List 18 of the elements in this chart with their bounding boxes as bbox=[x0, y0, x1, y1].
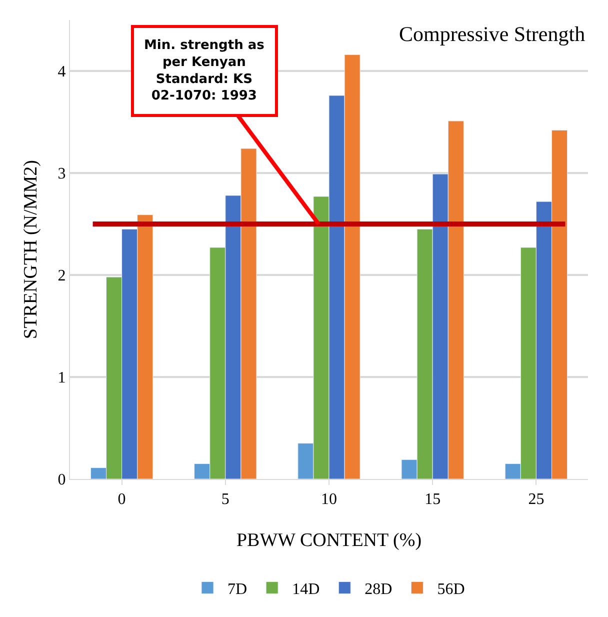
y-tick-label: 0 bbox=[58, 472, 66, 489]
x-tick-label: 25 bbox=[528, 491, 544, 508]
y-tick-label: 3 bbox=[58, 166, 66, 183]
legend-label: 56D bbox=[437, 580, 465, 598]
y-tick-label: 4 bbox=[58, 64, 66, 81]
x-tick-label: 5 bbox=[221, 491, 230, 508]
legend-label: 28D bbox=[364, 580, 392, 598]
x-tick-label: 0 bbox=[118, 491, 126, 508]
legend-label: 7D bbox=[228, 580, 248, 598]
y-tick-label: 1 bbox=[58, 370, 66, 387]
y-tick-label: 2 bbox=[58, 268, 66, 285]
x-tick-label: 15 bbox=[424, 491, 441, 508]
y-axis-title: STRENGTH (N/MM2) bbox=[20, 160, 42, 339]
ref-line-label: Min. strength as per Kenyan Standard: KS 02-1070: 1993 bbox=[144, 38, 265, 104]
legend-label: 14D bbox=[292, 580, 320, 598]
x-tick-label: 10 bbox=[321, 491, 337, 508]
chart-title: Compressive Strength bbox=[399, 22, 586, 46]
x-axis-title: PBWW CONTENT (%) bbox=[236, 530, 422, 551]
